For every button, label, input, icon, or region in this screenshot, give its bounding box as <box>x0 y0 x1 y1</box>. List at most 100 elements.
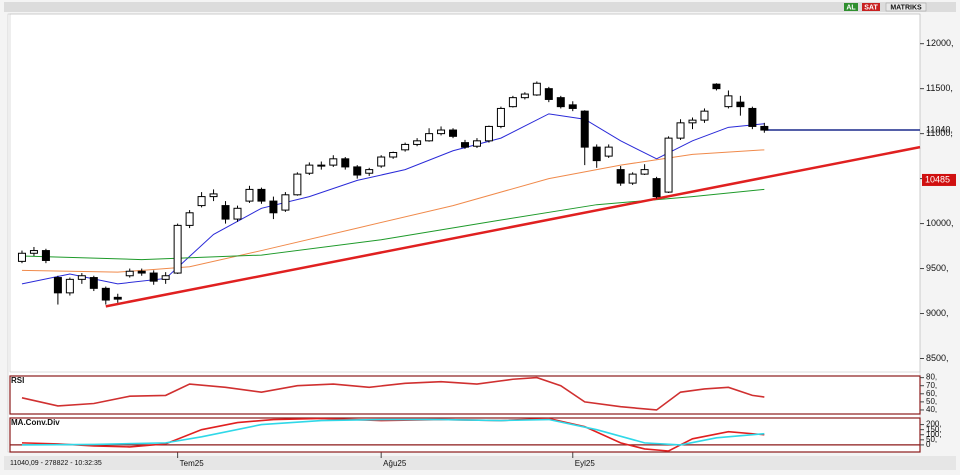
candle-body <box>484 125 493 142</box>
candle-body <box>269 200 278 214</box>
candle-body <box>413 140 422 145</box>
candle-body <box>736 101 745 108</box>
candle-body <box>65 278 74 294</box>
marker-label: 10485 <box>925 174 950 184</box>
indicator-line <box>21 376 765 411</box>
status-bar <box>4 456 956 470</box>
y-tick-label: 8500, <box>926 353 949 363</box>
candle-body <box>197 196 206 207</box>
candle-body <box>53 277 62 294</box>
candle-body <box>712 83 721 90</box>
candle-body <box>257 188 266 202</box>
candle-body <box>365 169 374 174</box>
y-tick-label: 9500, <box>926 263 949 273</box>
y-tick-label: 9000, <box>926 308 949 318</box>
x-tick-label: Eyl25 <box>575 459 596 468</box>
candle-body <box>532 82 541 96</box>
candle-body <box>676 122 685 139</box>
candle-body <box>628 173 637 184</box>
candle-body <box>89 277 98 289</box>
candle-body <box>592 146 601 162</box>
candle-body <box>760 125 769 131</box>
candle-body <box>161 275 170 280</box>
y-tick-label: 0 <box>926 440 931 449</box>
y-tick-label: 60, <box>926 389 937 398</box>
candle-body <box>580 110 589 148</box>
indicator-line <box>21 188 765 261</box>
candle-body <box>317 164 326 167</box>
candle-body <box>233 207 242 220</box>
buy-label: AL <box>846 4 856 11</box>
candle-body <box>520 93 529 99</box>
y-tick-label: 100, <box>926 430 942 439</box>
y-tick-label: 200, <box>926 420 942 429</box>
sell-label: SAT <box>864 4 878 11</box>
buy-button[interactable] <box>844 3 858 11</box>
candle-body <box>149 272 158 282</box>
panel-title: RSI <box>11 376 24 385</box>
candle-body <box>449 129 458 137</box>
y-tick-label: 80, <box>926 373 937 382</box>
candle-body <box>496 107 505 127</box>
candle-body <box>604 146 613 157</box>
candle-body <box>556 97 565 108</box>
indicator-line <box>21 418 765 446</box>
candle-body <box>173 224 182 274</box>
panel-title: MA.Conv.Div <box>11 418 60 427</box>
trend-line <box>105 145 921 308</box>
matriks-button[interactable] <box>885 2 927 12</box>
candle-body <box>293 173 302 196</box>
indicator-line <box>21 149 765 273</box>
x-tick-label: Tem25 <box>180 459 205 468</box>
candle-body <box>17 252 26 262</box>
candle-body <box>748 107 757 127</box>
candle-body <box>77 275 86 280</box>
last-price-label: 11040, <box>926 124 953 134</box>
candle-body <box>544 88 553 100</box>
y-tick-label: 50, <box>926 397 937 406</box>
status-text: 11040,09 - 278822 - 10:32:35 <box>10 460 102 467</box>
panel-frame <box>9 13 921 373</box>
candle-body <box>329 158 338 166</box>
matriks-label: MATRIKS <box>890 4 922 11</box>
y-tick-label: 11000, <box>926 128 953 138</box>
candle-body <box>700 110 709 121</box>
candle-body <box>652 178 661 198</box>
candle-body <box>377 156 386 167</box>
candle-body <box>389 152 398 158</box>
toolbar <box>4 2 956 12</box>
candle-body <box>185 212 194 226</box>
y-tick-label: 50, <box>926 435 937 444</box>
sell-button[interactable] <box>862 3 880 11</box>
candle-body <box>245 188 254 202</box>
candle-body <box>508 97 517 108</box>
panel-frame <box>9 375 921 415</box>
candle-body <box>461 142 469 148</box>
candle-body <box>281 194 290 211</box>
candle-body <box>472 140 481 147</box>
candle-body <box>113 296 122 300</box>
candle-body <box>29 250 38 254</box>
candle-body <box>664 137 673 193</box>
candle-body <box>724 95 733 108</box>
y-tick-label: 70, <box>926 381 937 390</box>
marker-tag <box>922 173 956 186</box>
y-tick-label: 11500, <box>926 83 953 93</box>
candle-body <box>353 166 362 176</box>
candle-body <box>209 193 218 198</box>
candle-body <box>341 158 350 168</box>
candle-body <box>401 143 410 151</box>
x-tick-label: Ağu25 <box>383 459 407 468</box>
y-tick-label: 40, <box>926 405 937 414</box>
candle-body <box>41 250 50 261</box>
y-tick-label: 150, <box>926 425 942 434</box>
y-tick-label: 12000, <box>926 38 954 48</box>
candle-body <box>101 287 110 301</box>
candle-body <box>125 270 134 277</box>
candle-body <box>305 164 314 174</box>
candle-body <box>137 270 146 274</box>
candle-body <box>688 119 697 124</box>
y-tick-label: 10000, <box>926 218 954 228</box>
plot-bg <box>7 13 921 453</box>
